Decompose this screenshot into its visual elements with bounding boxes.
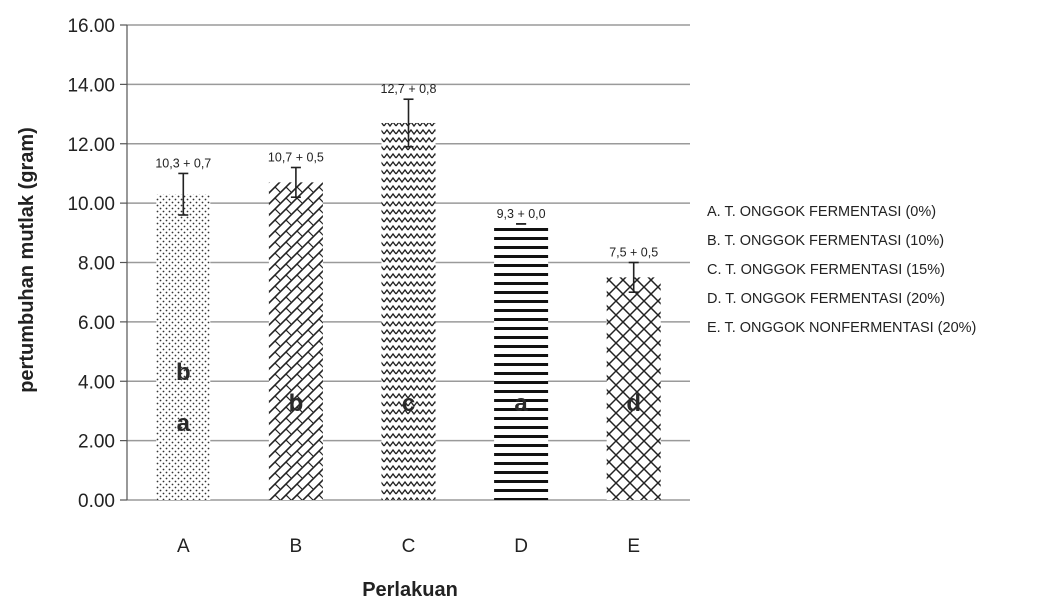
x-tick-label: B <box>290 536 303 557</box>
data-label-b: 10,7 + 0,5 <box>268 151 324 165</box>
y-axis-ticks: 0.00 2.00 4.00 6.00 8.00 10.00 12.00 14.00 16.00 <box>67 16 127 512</box>
x-axis-title: Perlakuan <box>362 579 458 601</box>
y-tick-label: 4.00 <box>78 372 115 393</box>
y-tick-label: 12.00 <box>67 135 115 156</box>
bar-a <box>156 194 211 500</box>
data-label-e: 7,5 + 0,5 <box>609 246 658 260</box>
y-tick-label: 8.00 <box>78 254 115 275</box>
error-bar-a <box>178 172 189 216</box>
significance-letter: a <box>514 390 528 417</box>
bar-e <box>606 277 661 500</box>
data-label-c: 12,7 + 0,8 <box>381 82 437 96</box>
y-tick-label: 2.00 <box>78 432 115 453</box>
data-label-a: 10,3 + 0,7 <box>155 156 211 170</box>
x-tick-label: C <box>402 536 416 557</box>
y-axis-title: pertumbuhan mutlak (gram) <box>16 127 38 393</box>
x-tick-label: E <box>627 536 640 557</box>
legend-entry: A. T. ONGGOK FERMENTASI (0%) <box>707 204 936 220</box>
data-labels: 10,3 + 0,7 10,7 + 0,5 12,7 + 0,8 9,3 + 0,0 7… <box>155 82 658 259</box>
legend-entry: B. T. ONGGOK FERMENTASI (10%) <box>707 233 944 249</box>
y-tick-label: 0.00 <box>78 491 115 512</box>
bars <box>156 122 661 500</box>
significance-letter: d <box>626 390 641 417</box>
bar-d <box>494 223 549 500</box>
bar-c <box>381 122 436 500</box>
significance-letter: b <box>289 390 304 417</box>
y-tick-label: 14.00 <box>67 75 115 96</box>
data-label-d: 9,3 + 0,0 <box>497 207 546 221</box>
legend: A. T. ONGGOK FERMENTASI (0%) B. T. ONGGOK… <box>707 204 976 336</box>
legend-entry: D. T. ONGGOK FERMENTASI (20%) <box>707 291 945 307</box>
y-tick-label: 10.00 <box>67 194 115 215</box>
x-tick-label: D <box>514 536 528 557</box>
x-axis-ticks: A B C D E <box>177 536 640 557</box>
y-tick-label: 6.00 <box>78 313 115 334</box>
significance-letters: bab c a d <box>176 359 641 437</box>
x-tick-label: A <box>177 536 190 557</box>
error-bar-b <box>290 166 301 198</box>
significance-letter: c <box>402 390 415 417</box>
y-tick-label: 16.00 <box>67 16 115 37</box>
error-bars <box>178 98 639 293</box>
error-bar-c <box>403 98 414 148</box>
significance-letter: a <box>177 410 191 437</box>
legend-entry: C. T. ONGGOK FERMENTASI (15%) <box>707 262 945 278</box>
significance-letter: b <box>176 359 191 386</box>
legend-entry: E. T. ONGGOK NONFERMENTASI (20%) <box>707 320 976 336</box>
error-bar-e <box>628 261 639 293</box>
bar-b <box>268 182 323 500</box>
